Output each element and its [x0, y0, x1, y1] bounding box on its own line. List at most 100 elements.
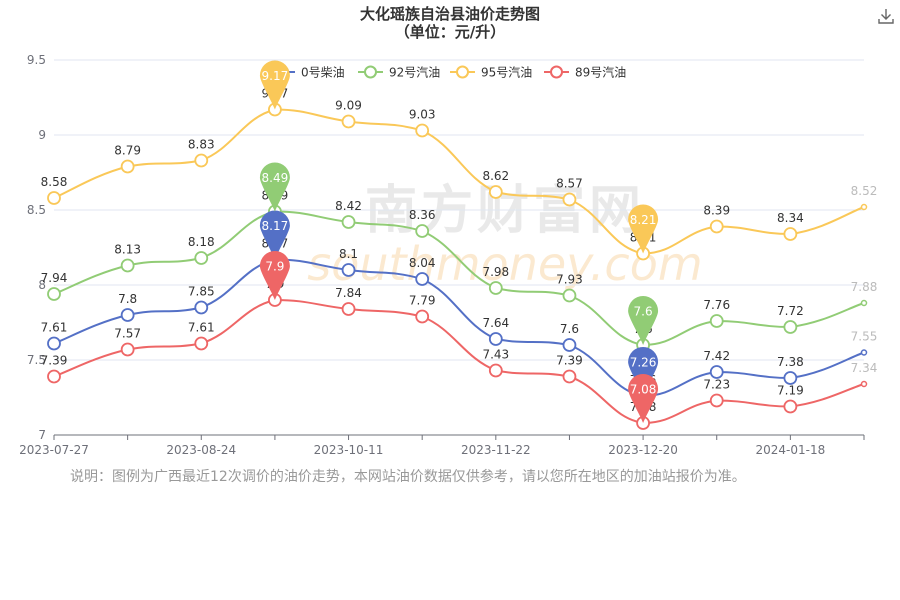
- data-point: [783, 227, 798, 241]
- y-tick-label: 8.5: [27, 203, 46, 217]
- data-label: 7.64: [482, 316, 509, 330]
- x-tick-label: 2023-08-24: [166, 443, 236, 457]
- legend-item[interactable]: 95号汽油: [450, 65, 532, 80]
- pin-label: 7.6: [634, 305, 653, 319]
- max-min-markers: 8.17 7.26 8.49 7.6 9.17 8.21 7.9 7.08: [259, 60, 659, 423]
- max-pin: 8.49: [259, 162, 290, 212]
- data-point: [709, 314, 724, 328]
- data-point: [860, 349, 868, 356]
- x-tick-label: 2023-12-20: [608, 443, 678, 457]
- data-label: 7.61: [188, 321, 215, 335]
- data-label: 7.85: [188, 285, 215, 299]
- data-point: [47, 336, 61, 351]
- data-label: 7.39: [41, 354, 68, 368]
- data-label: 8.58: [41, 175, 68, 189]
- y-tick-label: 7: [38, 428, 46, 442]
- data-point: [47, 287, 61, 301]
- legend-label: 89号汽油: [575, 65, 626, 80]
- data-point: [47, 369, 61, 384]
- legend-label: 92号汽油: [389, 65, 440, 80]
- data-point: [194, 300, 209, 315]
- data-label: 7.79: [409, 294, 436, 308]
- data-label: 7.93: [556, 273, 583, 287]
- data-point: [860, 380, 868, 388]
- x-tick-label: 2023-10-11: [314, 443, 384, 457]
- pin-label: 7.26: [630, 356, 657, 370]
- legend-item[interactable]: 92号汽油: [358, 65, 440, 80]
- data-label: 8.57: [556, 177, 583, 191]
- pin-label: 8.21: [630, 213, 657, 227]
- data-point: [488, 332, 503, 346]
- data-label: 7.34: [851, 361, 878, 375]
- data-point: [194, 251, 209, 265]
- data-point: [341, 263, 356, 277]
- data-point: [709, 393, 724, 408]
- data-point: [415, 309, 430, 324]
- data-point: [120, 258, 135, 273]
- data-point: [783, 371, 798, 385]
- data-label: 8.79: [114, 144, 141, 158]
- data-label: 8.04: [409, 256, 436, 270]
- data-label: 7.38: [777, 355, 804, 369]
- data-point: [488, 185, 503, 199]
- max-pin: 8.17: [259, 210, 290, 260]
- data-point: [194, 153, 209, 168]
- pin-label: 7.08: [630, 383, 657, 397]
- data-label: 7.6: [560, 322, 579, 336]
- data-label: 8.18: [188, 235, 215, 249]
- data-label: 9.03: [409, 108, 436, 122]
- legend-label: 95号汽油: [481, 65, 532, 80]
- data-point: [341, 302, 356, 316]
- data-label: 8.52: [851, 184, 878, 198]
- data-label: 8.13: [114, 243, 141, 257]
- data-point: [562, 338, 577, 352]
- y-tick-label: 8: [38, 278, 46, 292]
- pin-shape: [628, 374, 659, 423]
- data-label: 7.19: [777, 384, 804, 398]
- data-point: [341, 114, 356, 129]
- pin-shape: [259, 60, 290, 110]
- data-label: 7.84: [335, 286, 362, 300]
- legend-symbol: [550, 65, 563, 79]
- pin-label: 7.9: [265, 260, 284, 274]
- data-label: 8.1: [339, 247, 358, 261]
- data-point: [341, 215, 356, 229]
- data-point: [415, 224, 430, 238]
- data-label: 7.39: [556, 354, 583, 368]
- pin-shape: [259, 162, 290, 212]
- pin-shape: [628, 296, 659, 345]
- data-point: [783, 399, 798, 414]
- chart-title: 大化瑶族自治县油价走势图: [359, 5, 540, 23]
- pin-label: 8.17: [262, 219, 289, 233]
- data-label: 7.55: [851, 330, 878, 344]
- data-label: 7.98: [482, 265, 509, 279]
- data-label: 7.8: [118, 292, 137, 306]
- download-icon[interactable]: [876, 6, 896, 26]
- y-tick-label: 9: [38, 128, 46, 142]
- data-point: [120, 342, 135, 357]
- data-point: [860, 299, 868, 307]
- data-label: 7.94: [41, 271, 68, 285]
- watermark-subtext: southmoney.com: [307, 237, 702, 291]
- data-label: 7.61: [41, 321, 68, 335]
- y-tick-label: 7.5: [27, 353, 46, 367]
- min-pin: 7.08: [628, 374, 659, 423]
- legend[interactable]: 0号柴油 92号汽油 95号汽油 89号汽油: [270, 65, 626, 80]
- data-label: 8.42: [335, 199, 362, 213]
- data-point: [120, 308, 135, 322]
- data-point: [120, 159, 135, 174]
- data-label: 7.76: [703, 298, 730, 312]
- legend-item[interactable]: 89号汽油: [544, 65, 626, 80]
- pin-shape: [628, 347, 659, 396]
- pin-shape: [259, 251, 290, 300]
- pin-shape: [259, 210, 290, 260]
- min-pin: 8.21: [628, 204, 659, 254]
- data-point: [47, 191, 61, 205]
- pin-label: 9.17: [262, 69, 289, 83]
- data-label: 8.36: [409, 208, 436, 222]
- data-label: 7.88: [851, 280, 878, 294]
- pin-label: 8.49: [262, 171, 289, 185]
- data-label: 8.83: [188, 138, 215, 152]
- data-labels: 7.61 7.8 7.85 8.17 8.1 8.04 7.64 7.6 7.26 7.42 7.3…: [41, 87, 878, 415]
